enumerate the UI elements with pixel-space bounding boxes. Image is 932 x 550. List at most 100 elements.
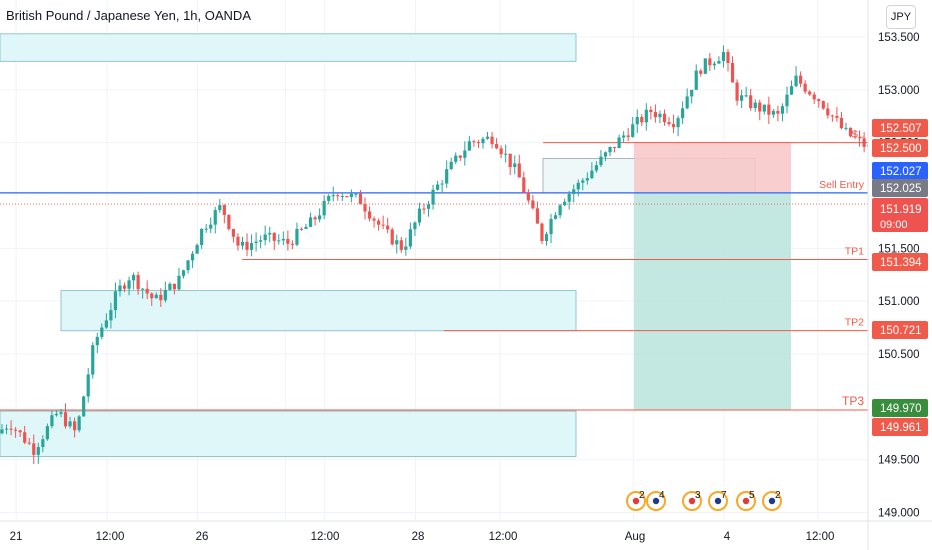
candle-body — [222, 205, 226, 215]
price-tag-label: 150.721 — [880, 325, 922, 337]
candle-body — [481, 138, 485, 144]
candle-body — [572, 189, 576, 194]
level-label-sl: SL — [851, 129, 864, 141]
candle-body — [213, 210, 217, 225]
candle-body — [830, 115, 834, 117]
price-tag-label: 151.919 — [880, 204, 922, 216]
event-count: 7 — [721, 490, 727, 501]
price-tag — [872, 198, 928, 232]
candle-body — [631, 124, 635, 137]
candle-body — [622, 135, 626, 138]
candle-body — [794, 75, 798, 87]
candle-body — [735, 82, 739, 101]
candle-body — [454, 155, 458, 162]
candle-body — [522, 177, 526, 193]
candle-body — [41, 439, 45, 448]
x-tick-label: 12:00 — [806, 531, 835, 543]
candle-body — [86, 374, 90, 397]
candle-body — [131, 275, 136, 281]
candle-body — [440, 183, 444, 185]
candle-body — [581, 180, 585, 183]
candle-body — [390, 229, 394, 245]
level-label-tp2: TP2 — [845, 317, 864, 329]
candle-body — [499, 148, 503, 155]
candle-body — [336, 195, 340, 197]
zone-box[interactable] — [0, 410, 577, 457]
candle-body — [563, 201, 567, 206]
candle-body — [381, 224, 385, 226]
candle-body — [762, 104, 766, 112]
candle-body — [204, 228, 208, 230]
stop-loss-area[interactable] — [634, 141, 791, 193]
candle-body — [857, 137, 862, 139]
candle-body — [141, 288, 145, 290]
candle-body — [494, 144, 499, 149]
candle-body — [431, 189, 435, 205]
price-tag-label: 152.027 — [880, 166, 922, 178]
candle-body — [799, 75, 803, 84]
candle-body — [662, 113, 667, 123]
candle-body — [608, 147, 612, 153]
zone-box[interactable] — [0, 33, 577, 62]
currency-button[interactable]: JPY — [886, 5, 916, 29]
candle-body — [817, 99, 821, 102]
candle-body — [508, 153, 512, 168]
candle-body — [36, 447, 40, 455]
candle-body — [122, 285, 127, 289]
candle-body — [681, 108, 685, 119]
y-tick-label: 149.500 — [878, 455, 920, 467]
candle-body — [73, 421, 77, 431]
candle-body — [395, 240, 399, 245]
event-count: 5 — [749, 490, 755, 501]
candle-body — [594, 165, 599, 171]
candle-body — [803, 83, 807, 92]
candle-body — [685, 96, 689, 109]
candle-body — [100, 327, 104, 337]
price-tag-countdown: 09:00 — [880, 219, 908, 231]
candle-body — [358, 193, 363, 205]
candle-body — [299, 228, 304, 230]
candle-body — [68, 421, 72, 427]
candle-body — [789, 86, 794, 95]
y-tick-label: 151.500 — [878, 243, 920, 255]
x-tick-label: Aug — [625, 531, 645, 543]
event-markers[interactable]: 2 4 3 7 5 2 — [626, 490, 782, 511]
candle-body — [77, 416, 81, 431]
candle-body — [812, 94, 816, 100]
event-count: 2 — [639, 490, 645, 501]
x-tick-label: 4 — [724, 531, 731, 543]
candle-body — [540, 223, 544, 242]
candle-body — [159, 294, 163, 301]
candle-body — [490, 136, 494, 145]
candle-body — [517, 163, 521, 178]
candle-body — [463, 150, 467, 158]
candle-body — [259, 240, 263, 242]
candle-body — [671, 124, 676, 128]
candle-body — [154, 294, 158, 299]
flag-icon — [632, 497, 640, 505]
price-tag-label: 152.500 — [880, 143, 922, 155]
price-axis[interactable] — [868, 0, 932, 550]
zone-box[interactable] — [60, 290, 577, 332]
candle-body — [767, 104, 771, 115]
candle-body — [304, 226, 308, 229]
candle-body — [567, 193, 571, 202]
candle-body — [653, 112, 657, 118]
candle-body — [286, 238, 290, 244]
candle-body — [136, 275, 140, 290]
candle-body — [445, 169, 449, 184]
price-tag — [872, 119, 928, 137]
event-count: 2 — [775, 490, 781, 501]
y-tick-label: 149.000 — [878, 508, 920, 520]
candle-body — [354, 193, 358, 195]
candle-body — [32, 443, 36, 455]
candle-body — [231, 228, 236, 237]
candle-body — [186, 260, 190, 271]
candle-body — [14, 429, 18, 431]
candle-body — [667, 122, 671, 125]
event-count: 4 — [659, 490, 665, 501]
take-profit-area[interactable] — [634, 192, 791, 411]
candle-body — [808, 91, 812, 95]
candle-body — [399, 240, 403, 250]
